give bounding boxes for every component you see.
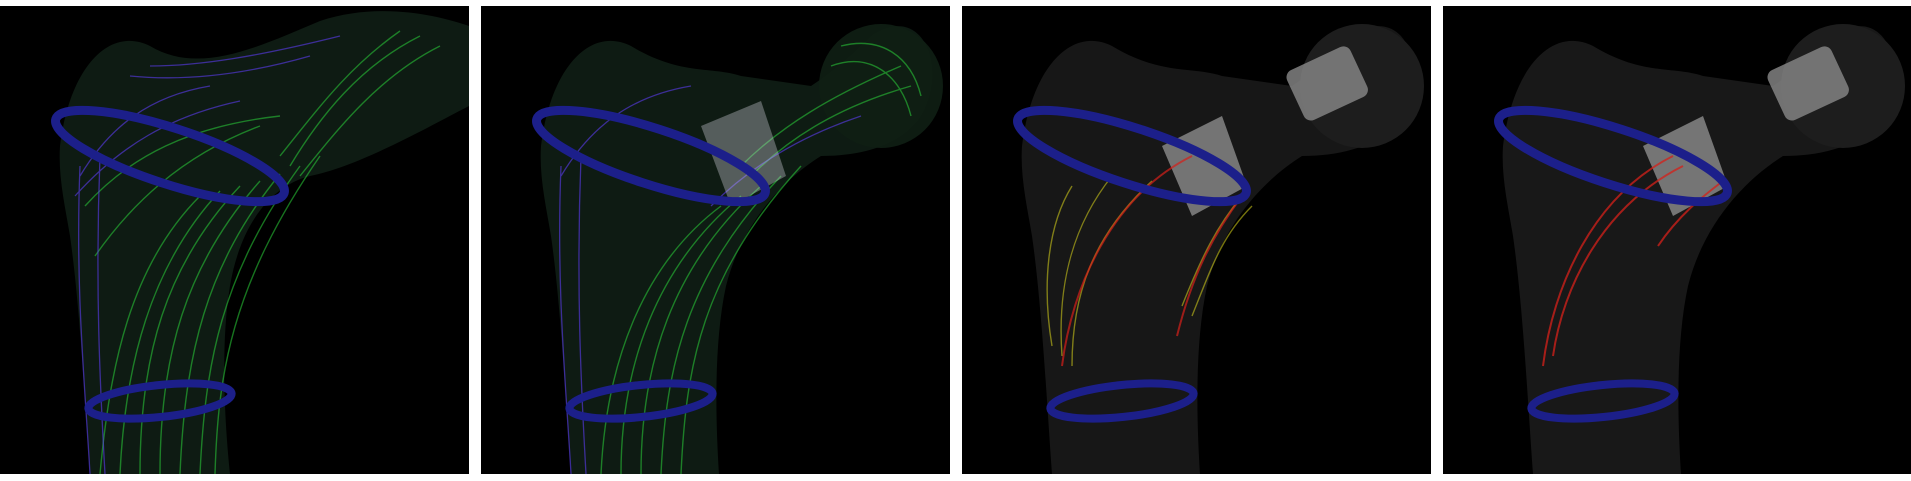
- bone-silhouette: [1502, 26, 1895, 474]
- femur-fiber-panel-1: [0, 6, 469, 474]
- upper-ring: [51, 105, 289, 207]
- femur-stress-panel-3: [962, 6, 1431, 474]
- femoral-head: [819, 24, 943, 148]
- upper-ring: [532, 105, 770, 207]
- femur-fiber-render-1: [51, 11, 469, 474]
- implant-head: [1286, 46, 1368, 121]
- implant-head: [1767, 46, 1849, 121]
- upper-ring: [1013, 105, 1251, 207]
- lower-ring: [1046, 379, 1198, 423]
- image-strip: [0, 6, 1911, 474]
- femur-stress-render-4: [1494, 24, 1905, 474]
- femur-stress-panel-4: [1443, 6, 1911, 474]
- femur-fiber-panel-2: [481, 6, 950, 474]
- lower-ring: [84, 379, 236, 423]
- bone-silhouette: [540, 26, 933, 474]
- bone-silhouette: [59, 11, 469, 474]
- femur-fiber-render-2: [532, 24, 943, 474]
- femur-stress-render-3: [1013, 24, 1424, 474]
- bone-silhouette: [1021, 26, 1414, 474]
- lower-ring: [1527, 379, 1679, 423]
- upper-ring: [1494, 105, 1732, 207]
- lower-ring: [565, 379, 717, 423]
